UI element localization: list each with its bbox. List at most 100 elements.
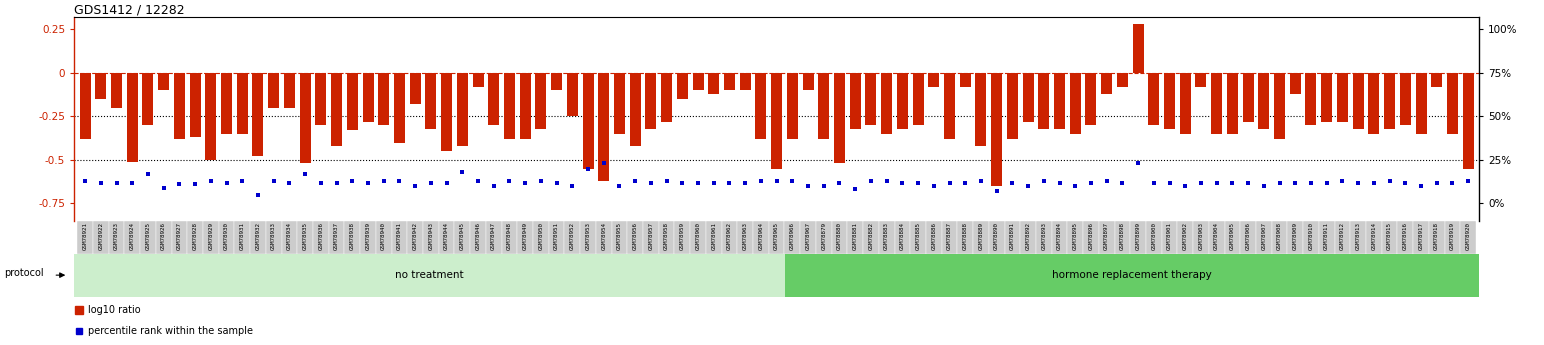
Bar (1180, 73, 1190, 134)
Text: GSM78901: GSM78901 (1167, 223, 1172, 250)
Text: GSM78889: GSM78889 (979, 223, 984, 250)
Text: GSM78908: GSM78908 (1277, 223, 1282, 250)
Bar (1400, 73, 1411, 125)
Bar (284, 73, 295, 108)
Bar (976, 73, 987, 146)
Bar (815, 221, 832, 254)
Bar (96, 73, 107, 99)
Bar (409, 73, 420, 104)
Bar (1428, 221, 1445, 254)
Bar (988, 221, 1005, 254)
Bar (423, 221, 438, 254)
Bar (1101, 73, 1112, 94)
Text: GSM78919: GSM78919 (1450, 223, 1454, 250)
Text: GSM78964: GSM78964 (758, 223, 763, 250)
Bar (93, 221, 108, 254)
Text: GSM78965: GSM78965 (774, 223, 780, 250)
Bar (156, 221, 171, 254)
Bar (943, 73, 956, 139)
Bar (111, 73, 122, 108)
Text: GSM78940: GSM78940 (381, 223, 386, 250)
Bar (957, 221, 973, 254)
Text: GSM78905: GSM78905 (1231, 223, 1235, 250)
Bar (1067, 221, 1082, 254)
Bar (142, 73, 153, 125)
Text: GSM78953: GSM78953 (585, 223, 590, 250)
Text: GSM78885: GSM78885 (916, 223, 920, 250)
Text: GSM78882: GSM78882 (868, 223, 874, 250)
Bar (834, 73, 845, 164)
Text: GSM78911: GSM78911 (1325, 223, 1329, 250)
Bar (1022, 73, 1033, 122)
Bar (1149, 73, 1160, 125)
Text: GSM78956: GSM78956 (633, 223, 638, 250)
Bar (894, 221, 911, 254)
Bar (77, 221, 93, 254)
Bar (913, 73, 923, 125)
Bar (1306, 73, 1317, 125)
Bar (1161, 221, 1178, 254)
Text: GSM78933: GSM78933 (272, 223, 276, 250)
Text: GSM78961: GSM78961 (712, 223, 716, 250)
Bar (266, 221, 281, 254)
Bar (753, 221, 769, 254)
Bar (127, 73, 137, 162)
Bar (787, 73, 798, 139)
Bar (582, 73, 593, 169)
Bar (848, 221, 863, 254)
Text: hormone replacement therapy: hormone replacement therapy (1051, 270, 1212, 280)
Bar (344, 221, 360, 254)
Bar (533, 221, 548, 254)
Bar (1461, 221, 1476, 254)
Bar (598, 73, 610, 181)
Bar (300, 73, 310, 164)
Text: percentile rank within the sample: percentile rank within the sample (88, 326, 253, 336)
Bar (709, 73, 720, 94)
Text: GSM78935: GSM78935 (303, 223, 307, 250)
Bar (1070, 73, 1081, 134)
Bar (973, 221, 988, 254)
Bar (1445, 221, 1461, 254)
Text: GSM78958: GSM78958 (664, 223, 669, 250)
Bar (1036, 221, 1051, 254)
Text: GSM78922: GSM78922 (99, 223, 103, 250)
Text: GSM78886: GSM78886 (931, 223, 936, 250)
Bar (1146, 221, 1161, 254)
Bar (1368, 73, 1379, 134)
Bar (1366, 221, 1382, 254)
Bar (1178, 221, 1194, 254)
Bar (1130, 221, 1146, 254)
Text: GSM78950: GSM78950 (539, 223, 543, 250)
Bar (503, 73, 516, 139)
Text: GSM78947: GSM78947 (491, 223, 496, 250)
Bar (863, 221, 879, 254)
Bar (611, 221, 627, 254)
Text: GSM78887: GSM78887 (946, 223, 953, 250)
Bar (693, 73, 704, 90)
Text: GSM78892: GSM78892 (1025, 223, 1030, 250)
Text: GSM78930: GSM78930 (224, 223, 229, 250)
Text: no treatment: no treatment (395, 270, 463, 280)
Bar (108, 221, 125, 254)
Text: GSM78938: GSM78938 (350, 223, 355, 250)
Bar (738, 221, 753, 254)
Text: GSM78913: GSM78913 (1356, 223, 1360, 250)
Text: protocol: protocol (3, 268, 43, 278)
Bar (1319, 221, 1334, 254)
Bar (942, 221, 957, 254)
Bar (1353, 73, 1363, 129)
Text: GSM78891: GSM78891 (1010, 223, 1014, 250)
Text: GSM78959: GSM78959 (679, 223, 686, 250)
Bar (438, 221, 454, 254)
Bar (205, 73, 216, 160)
Text: GSM78928: GSM78928 (193, 223, 198, 250)
Bar (911, 221, 926, 254)
Text: GSM78946: GSM78946 (476, 223, 480, 250)
Bar (1051, 221, 1067, 254)
Bar (298, 221, 313, 254)
Text: GSM78954: GSM78954 (601, 223, 607, 250)
Bar (818, 73, 829, 139)
Bar (1224, 221, 1240, 254)
Text: GSM78903: GSM78903 (1198, 223, 1203, 250)
Text: GSM78925: GSM78925 (145, 223, 150, 250)
